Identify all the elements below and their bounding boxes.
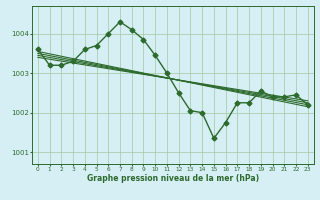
- X-axis label: Graphe pression niveau de la mer (hPa): Graphe pression niveau de la mer (hPa): [87, 174, 259, 183]
